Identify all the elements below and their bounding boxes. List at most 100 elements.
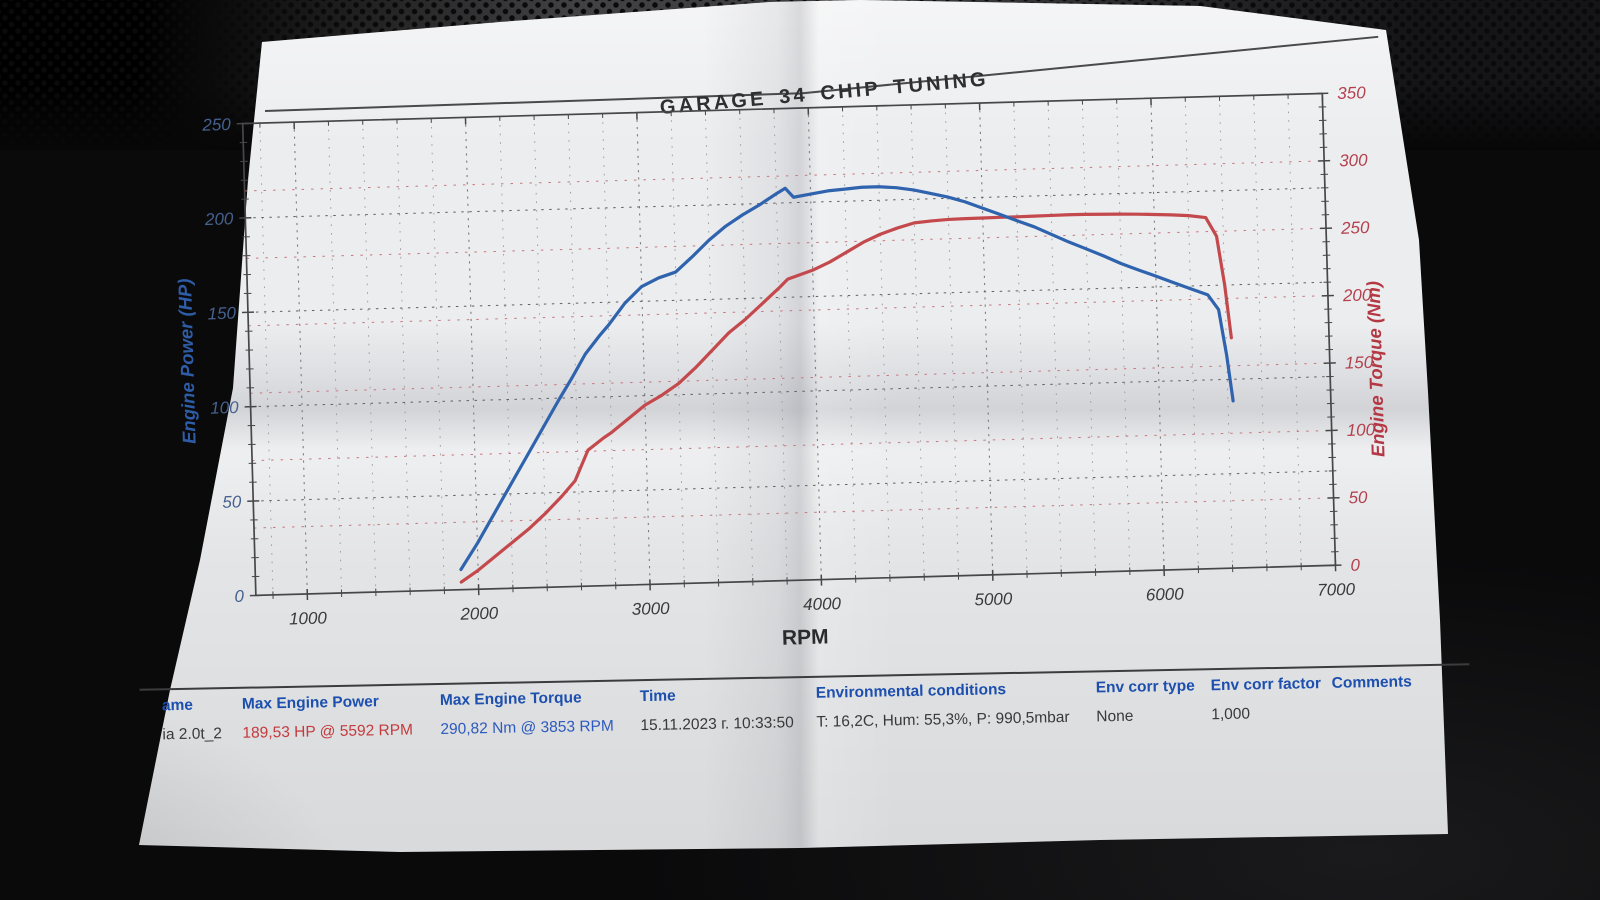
power-tick-label: 250	[201, 115, 231, 135]
gridline-vertical-minor	[1047, 101, 1062, 573]
plot-frame	[241, 92, 1337, 597]
gridline-vertical-minor	[1253, 95, 1268, 568]
power-tick-label: 50	[222, 492, 242, 512]
x-tick-label: 5000	[974, 589, 1013, 609]
gridline-vertical-major	[464, 117, 480, 590]
table-column-max-engine-power: Max Engine Power 189,53 HP @ 5592 RPM	[242, 692, 441, 743]
column-header: ame	[161, 696, 194, 715]
column-header: Env corr factor	[1210, 675, 1322, 695]
gridline-torque	[246, 227, 1327, 259]
power-curve	[459, 212, 1233, 584]
gridline-vertical-minor	[704, 110, 719, 583]
gridline-power	[247, 281, 1328, 313]
gridline-vertical-minor	[499, 116, 514, 589]
gridline-vertical-major	[636, 112, 651, 585]
gridline-torque	[250, 362, 1330, 394]
torque-tick-label: 300	[1339, 151, 1368, 171]
gridline-torque	[252, 429, 1332, 462]
table-column-ame: ame ia 2.0t_2	[162, 696, 243, 745]
column-header: Comments	[1331, 673, 1412, 692]
gridline-vertical-major	[1150, 98, 1165, 571]
dyno-chart: 1000 2000 3000 4000 5000 6000 7000 0 50 100 150 200…	[162, 72, 1448, 682]
torque-tick-label: 250	[1340, 218, 1370, 238]
torque-curve	[459, 185, 1235, 572]
gridline-vertical-minor	[773, 108, 788, 581]
gridline-vertical-minor	[1219, 96, 1234, 569]
axis-ticks	[236, 92, 1342, 601]
gridline-vertical-minor	[739, 109, 754, 582]
gridline-vertical-minor	[1287, 94, 1302, 567]
torque-tick-label: 50	[1348, 488, 1368, 508]
column-header: Environmental conditions	[815, 681, 1007, 702]
column-value: None	[1096, 707, 1134, 726]
power-axis-label: Engine Power (HP)	[174, 278, 200, 444]
torque-tick-label: 200	[1342, 285, 1372, 305]
column-header: Max Engine Torque	[439, 689, 582, 710]
gridline-vertical-major	[293, 122, 308, 594]
table-column-time: Time 15.11.2023 г. 10:33:50	[640, 685, 817, 735]
gridline-vertical-major	[978, 103, 994, 575]
torque-tick-label: 100	[1346, 420, 1375, 440]
gridline-vertical-minor	[1081, 100, 1096, 572]
x-tick-label: 3000	[632, 599, 671, 619]
power-tick-label: 0	[234, 587, 245, 606]
table-column-env-corr-factor: Env corr factor 1,000	[1211, 675, 1333, 724]
gridline-vertical-minor	[327, 121, 343, 594]
table-column-max-engine-torque: Max Engine Torque 290,82 Nm @ 3853 RPM	[440, 688, 641, 739]
torque-tick-label: 150	[1345, 353, 1374, 373]
gridline-vertical-minor	[602, 113, 617, 586]
gridline-torque	[248, 295, 1328, 327]
gridline-vertical-minor	[1184, 97, 1199, 570]
power-tick-label: 100	[210, 398, 239, 418]
column-value: 290,82 Nm @ 3853 RPM	[440, 717, 614, 739]
gridline-vertical-minor	[362, 120, 377, 593]
gridline-vertical-minor	[396, 119, 411, 592]
column-header: Env corr type	[1095, 677, 1195, 697]
x-tick-label: 6000	[1146, 584, 1185, 604]
power-tick-label: 150	[207, 304, 236, 324]
column-value	[1332, 702, 1452, 704]
gridline-vertical-minor	[910, 104, 925, 577]
gridline-vertical-minor	[1116, 99, 1131, 572]
column-header: Max Engine Power	[241, 693, 379, 713]
x-tick-label: 4000	[803, 594, 842, 614]
gridline-vertical-major	[807, 107, 822, 580]
gridline-power	[253, 470, 1333, 502]
dyno-chart-svg: 1000 2000 3000 4000 5000 6000 7000050100150200…	[174, 83, 1389, 650]
x-tick-label: 7000	[1317, 580, 1356, 600]
power-tick-label: 200	[204, 209, 234, 229]
table-column-comments: Comments	[1332, 673, 1453, 704]
column-value: T: 16,2C, Hum: 55,3%, P: 990,5mbar	[816, 708, 1070, 731]
gridline-vertical-minor	[430, 118, 445, 591]
gridline-vertical-minor	[876, 105, 891, 578]
grid-lines	[244, 94, 1334, 595]
table-column-env-corr-type: Env corr type None	[1096, 677, 1212, 726]
gridline-torque	[253, 497, 1334, 529]
gridline-vertical-minor	[842, 106, 857, 579]
column-value: 15.11.2023 г. 10:33:50	[640, 714, 794, 735]
gridline-vertical-minor	[1013, 102, 1028, 574]
gridline-torque	[244, 160, 1325, 192]
gridline-vertical-minor	[259, 123, 274, 595]
column-value: 189,53 HP @ 5592 RPM	[242, 721, 414, 742]
torque-tick-label: 350	[1337, 83, 1366, 103]
table-column-environmental-conditions: Environmental conditions T: 16,2C, Hum: 5…	[816, 679, 1097, 731]
tick-labels: 1000 2000 3000 4000 5000 6000 7000050100150200…	[201, 83, 1376, 628]
column-header: Time	[639, 687, 676, 706]
gridline-vertical-minor	[670, 111, 685, 584]
gridline-power	[250, 376, 1331, 408]
x-tick-label: 1000	[289, 608, 328, 628]
rpm-axis-label: RPM	[782, 625, 829, 649]
torque-tick-label: 0	[1350, 556, 1361, 575]
column-value: ia 2.0t_2	[162, 725, 223, 744]
gridline-vertical-minor	[944, 103, 959, 576]
gridline-vertical-minor	[567, 114, 582, 587]
column-value: 1,000	[1211, 705, 1251, 724]
torque-axis-label: Engine Torque (Nm)	[1363, 281, 1389, 458]
